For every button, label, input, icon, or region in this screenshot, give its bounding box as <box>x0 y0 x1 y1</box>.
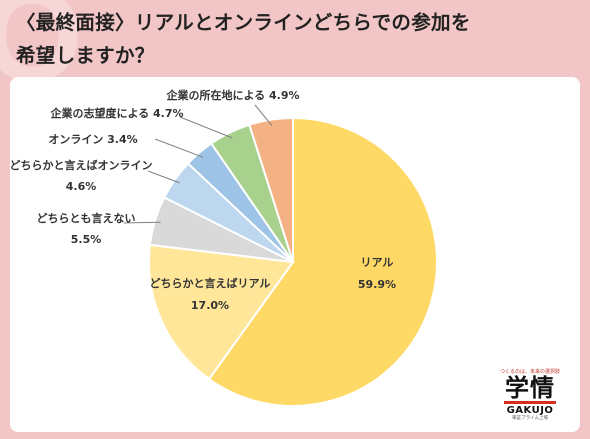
logo-mark: 学情 <box>498 376 562 400</box>
leader-line <box>148 171 180 183</box>
leader-line <box>180 117 232 138</box>
slice-value: 59.9% <box>358 278 396 291</box>
slice-value: 17.0% <box>191 299 229 312</box>
pie-chart: リアル 59.9% どちらかと言えばリアル 17.0% どちらとも言えない 5.5% どちら… <box>10 77 580 432</box>
logo-subtext: 東証プライム上場 <box>498 416 562 422</box>
slice-label: 企業の志望度による 4.7% <box>49 106 183 120</box>
slice-label: どちらかと言えばリアル <box>150 276 271 290</box>
slice-label: 企業の所在地による 4.9% <box>165 88 299 102</box>
logo-english: GAKUJO <box>498 405 562 416</box>
leader-line <box>155 139 203 157</box>
gakujo-logo: つくるのは、未来の選択肢 学情 GAKUJO 東証プライム上場 <box>498 369 562 422</box>
slice-value: 4.6% <box>66 180 97 193</box>
page-title: 〈最終面接〉リアルとオンラインどちらでの参加を 希望しますか？ <box>16 6 576 72</box>
title-line-1: 〈最終面接〉リアルとオンラインどちらでの参加を <box>16 6 576 39</box>
slice-value: 5.5% <box>71 233 102 246</box>
title-line-2: 希望しますか？ <box>16 39 576 72</box>
chart-panel: リアル 59.9% どちらかと言えばリアル 17.0% どちらとも言えない 5.5% どちら… <box>10 77 580 432</box>
slice-label: オンライン 3.4% <box>48 133 137 146</box>
slice-label: どちらとも言えない <box>37 211 136 225</box>
slice-label: リアル <box>361 256 394 269</box>
slice-label: どちらかと言えばオンライン <box>10 158 153 172</box>
